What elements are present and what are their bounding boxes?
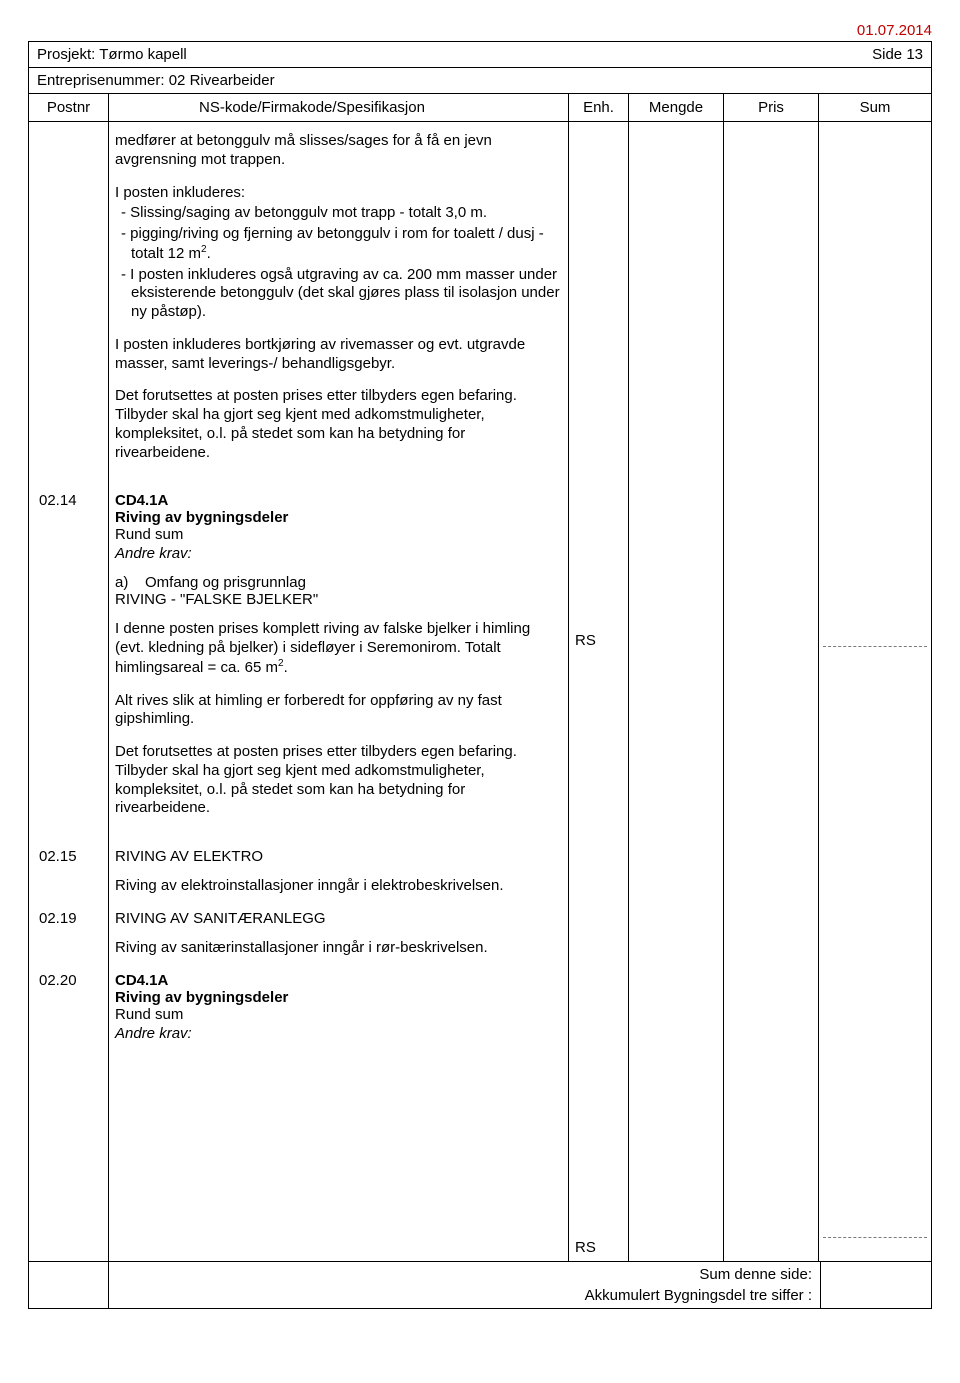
intro-p3: I posten inkluderes bortkjøring av rivem…	[115, 336, 563, 374]
col-enh: Enh.	[569, 94, 629, 121]
col-pris: Pris	[724, 94, 819, 121]
item-02-20-andrekrav: Andre krav:	[115, 1025, 563, 1042]
body-spec-col: medfører at betonggulv må slisses/sages …	[109, 122, 569, 1261]
col-spec: NS-kode/Firmakode/Spesifikasjon	[109, 94, 569, 121]
footer-left	[29, 1262, 109, 1308]
item-02-19-p1: Riving av sanitærinstallasjoner inngår i…	[115, 939, 563, 958]
col-mengde: Mengde	[629, 94, 724, 121]
print-date: 01.07.2014	[28, 22, 932, 39]
footer-mid: Sum denne side: Akkumulert Bygningsdel t…	[109, 1262, 821, 1308]
postnr-02-15: 02.15	[29, 848, 109, 910]
content-stack: medfører at betonggulv må slisses/sages …	[29, 122, 569, 1042]
item-02-14-a-line: a) Omfang og prisgrunnlag	[115, 574, 563, 591]
enh-02-14: RS	[569, 632, 628, 649]
body-columns: medfører at betonggulv må slisses/sages …	[29, 122, 931, 1261]
page: 01.07.2014 Prosjekt: Tørmo kapell Side 1…	[0, 0, 960, 1383]
footer: Sum denne side: Akkumulert Bygningsdel t…	[29, 1261, 931, 1308]
col-sum: Sum	[819, 94, 931, 121]
item-02-14-code: CD4.1A	[115, 492, 563, 509]
intro-p1: medfører at betonggulv må slisses/sages …	[115, 132, 563, 170]
body-mengde-col	[629, 122, 724, 1261]
header: Prosjekt: Tørmo kapell Side 13 Entrepris…	[29, 42, 931, 122]
body-sum-col	[819, 122, 931, 1261]
col-postnr: Postnr	[29, 94, 109, 121]
item-02-20-title: Riving av bygningsdeler	[115, 989, 563, 1006]
item-02-14-p2: Alt rives slik at himling er forberedt f…	[115, 692, 563, 730]
page-number: Side 13	[872, 46, 923, 63]
item-02-20-code: CD4.1A	[115, 972, 563, 989]
enh-02-20: RS	[569, 1239, 628, 1256]
header-row-project: Prosjekt: Tørmo kapell Side 13	[29, 42, 931, 68]
intro-p2b: - Slissing/saging av betonggulv mot trap…	[115, 204, 563, 223]
item-02-19-title: RIVING AV SANITÆRANLEGG	[115, 910, 563, 927]
postnr-02-14: 02.14	[29, 492, 109, 848]
entreprise-label: Entreprisenummer: 02 Rivearbeider	[37, 72, 275, 89]
postnr-02-19: 02.19	[29, 910, 109, 972]
sum-dash-02-20	[823, 1237, 927, 1238]
body-pris-col	[724, 122, 819, 1261]
item-02-14-a-sub: RIVING - "FALSKE BJELKER"	[115, 591, 563, 608]
postnr-02-20: 02.20	[29, 972, 109, 1042]
item-02-14-p1: I denne posten prises komplett riving av…	[115, 620, 563, 677]
item-02-14-p3: Det forutsettes at posten prises etter t…	[115, 743, 563, 818]
column-headers: Postnr NS-kode/Firmakode/Spesifikasjon E…	[29, 94, 931, 121]
document-frame: Prosjekt: Tørmo kapell Side 13 Entrepris…	[28, 41, 932, 1309]
intro-p2d: - I posten inkluderes også utgraving av …	[115, 266, 563, 322]
footer-right	[821, 1262, 931, 1308]
item-02-14-andrekrav: Andre krav:	[115, 545, 563, 562]
item-02-15-p1: Riving av elektroinstallasjoner inngår i…	[115, 877, 563, 896]
item-02-20-rundsum: Rund sum	[115, 1006, 563, 1023]
item-02-14-rundsum: Rund sum	[115, 526, 563, 543]
item-02-14-title: Riving av bygningsdeler	[115, 509, 563, 526]
intro-p2c: - pigging/riving og fjerning av betonggu…	[115, 225, 563, 264]
footer-line1: Sum denne side:	[117, 1266, 812, 1283]
footer-line2: Akkumulert Bygningsdel tre siffer :	[117, 1287, 812, 1304]
project-label: Prosjekt: Tørmo kapell	[37, 46, 187, 63]
intro-p2a: I posten inkluderes:	[115, 184, 563, 203]
item-02-15-title: RIVING AV ELEKTRO	[115, 848, 563, 865]
header-row-entreprise: Entreprisenummer: 02 Rivearbeider	[29, 68, 931, 94]
intro-p4: Det forutsettes at posten prises etter t…	[115, 387, 563, 462]
body-enh-col: RS RS	[569, 122, 629, 1261]
